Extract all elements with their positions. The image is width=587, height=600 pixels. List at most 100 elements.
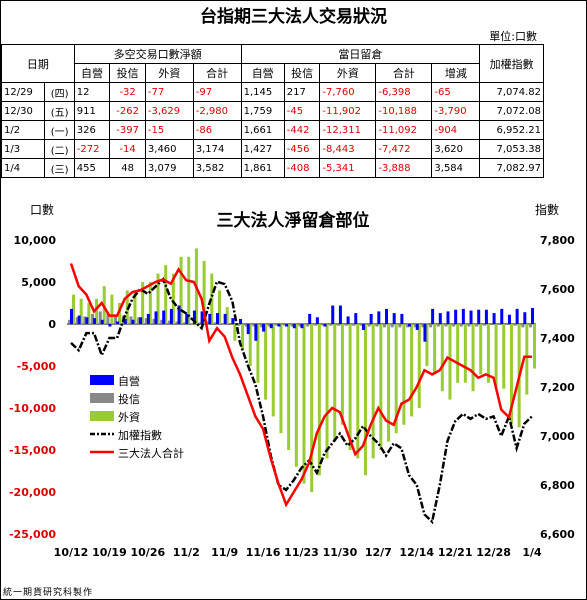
bar-dealer bbox=[169, 308, 173, 324]
table-cell: -86 bbox=[192, 120, 242, 140]
bar-trust bbox=[260, 324, 264, 328]
cell-day: (五) bbox=[44, 101, 75, 121]
table-cell: -11,092 bbox=[375, 120, 433, 140]
y2-tick-label: 7,200 bbox=[540, 381, 575, 394]
table-cell: -3,629 bbox=[144, 101, 194, 121]
bar-foreign bbox=[233, 324, 237, 341]
bar-dealer bbox=[461, 308, 465, 324]
y2-tick-label: 6,600 bbox=[540, 528, 575, 541]
bar-foreign bbox=[471, 324, 475, 392]
bar-dealer bbox=[231, 318, 235, 324]
table-cell: 3,620 bbox=[431, 139, 481, 159]
table-cell: -397 bbox=[109, 120, 146, 140]
bar-trust bbox=[390, 324, 394, 328]
bar-foreign bbox=[264, 324, 268, 400]
bar-dealer bbox=[515, 308, 519, 324]
bar-dealer bbox=[70, 308, 73, 324]
bar-foreign bbox=[271, 324, 275, 417]
cell-date: 12/29 bbox=[0, 82, 46, 102]
bar-trust bbox=[421, 324, 425, 328]
table-row: 12/30 (五) 911 -262 -3,629 -2,980 1,759 -45 -11,9… bbox=[0, 101, 544, 121]
bar-foreign bbox=[171, 273, 175, 324]
bar-trust bbox=[267, 324, 271, 327]
bar-trust bbox=[398, 324, 402, 328]
bar-foreign bbox=[448, 324, 452, 400]
bar-trust bbox=[83, 316, 87, 324]
bar-foreign bbox=[486, 324, 490, 383]
bar-trust bbox=[229, 324, 233, 325]
bar-trust bbox=[383, 324, 387, 328]
table-cell: 6,952.21 bbox=[479, 120, 544, 140]
bar-trust bbox=[444, 324, 448, 327]
bar-dealer bbox=[277, 324, 281, 327]
bar-foreign bbox=[179, 256, 183, 324]
table-cell: -8,443 bbox=[319, 139, 377, 159]
bar-foreign bbox=[164, 265, 168, 324]
bar-dealer bbox=[454, 309, 458, 324]
x-tick-label: 10/19 bbox=[92, 546, 127, 559]
bar-trust bbox=[237, 324, 241, 326]
page-title: 台指期三大法人交易狀況 bbox=[200, 7, 387, 27]
bar-dealer bbox=[246, 324, 250, 335]
bar-trust bbox=[190, 323, 194, 325]
bar-foreign bbox=[125, 290, 129, 324]
bar-trust bbox=[313, 324, 317, 326]
bar-dealer bbox=[415, 324, 419, 330]
bar-foreign bbox=[217, 290, 221, 324]
table-cell: 7,074.82 bbox=[479, 82, 544, 102]
y2-tick-label: 7,000 bbox=[540, 430, 575, 443]
table-cell: 3,174 bbox=[192, 139, 242, 159]
bar-foreign bbox=[433, 324, 437, 375]
bar-trust bbox=[98, 311, 102, 324]
bar-dealer bbox=[285, 324, 289, 327]
y-tick-label: -20,000 bbox=[9, 486, 56, 499]
y-tick-label: 10,000 bbox=[14, 234, 57, 247]
bar-trust bbox=[321, 324, 325, 326]
table-cell: 3,079 bbox=[144, 158, 194, 178]
bar-dealer bbox=[177, 305, 181, 324]
bar-foreign bbox=[371, 324, 375, 459]
y2-tick-label: 6,800 bbox=[540, 479, 575, 492]
table-cell: 326 bbox=[73, 120, 111, 140]
x-tick-label: 11/2 bbox=[173, 546, 200, 559]
table-row: 1/2 (一) 326 -397 -15 -86 1,661 -442 -12,311 -11,0… bbox=[0, 120, 544, 140]
bar-foreign bbox=[410, 324, 414, 417]
bar-dealer bbox=[108, 324, 112, 327]
bar-dealer bbox=[123, 318, 127, 324]
table-cell: -15 bbox=[144, 120, 194, 140]
unit-label: 單位:口數 bbox=[489, 30, 537, 43]
bar-dealer bbox=[385, 308, 389, 324]
table-cell: -97 bbox=[192, 82, 242, 102]
bar-trust bbox=[91, 313, 95, 324]
bar-dealer bbox=[523, 312, 527, 324]
bar-dealer bbox=[192, 310, 196, 324]
bar-trust bbox=[467, 324, 471, 327]
cell-date: 12/30 bbox=[0, 101, 46, 121]
bar-trust bbox=[429, 324, 433, 328]
table-cell: 1,427 bbox=[240, 139, 285, 159]
bar-dealer bbox=[338, 305, 342, 324]
bar-foreign bbox=[533, 324, 536, 369]
bar-dealer bbox=[254, 324, 258, 341]
bar-trust bbox=[137, 317, 141, 324]
sub-header: 投信 bbox=[283, 63, 321, 83]
bar-dealer bbox=[484, 309, 488, 324]
bar-foreign bbox=[333, 324, 337, 442]
bar-dealer bbox=[116, 321, 120, 324]
table-cell: -262 bbox=[109, 101, 146, 121]
table-cell: -272 bbox=[73, 139, 111, 159]
bar-trust bbox=[68, 319, 71, 324]
bar-dealer bbox=[507, 314, 511, 324]
bar-dealer bbox=[469, 310, 473, 324]
x-tick-label: 1/4 bbox=[522, 546, 542, 559]
table-cell: 48 bbox=[109, 158, 146, 178]
bar-dealer bbox=[215, 313, 219, 324]
x-tick-label: 10/12 bbox=[54, 546, 89, 559]
bar-trust bbox=[329, 324, 333, 326]
bar-foreign bbox=[287, 324, 291, 450]
x-tick-label: 11/23 bbox=[284, 546, 319, 559]
bar-dealer bbox=[331, 305, 335, 324]
bar-dealer bbox=[262, 324, 266, 332]
bar-dealer bbox=[162, 310, 166, 324]
bar-trust bbox=[336, 324, 340, 326]
